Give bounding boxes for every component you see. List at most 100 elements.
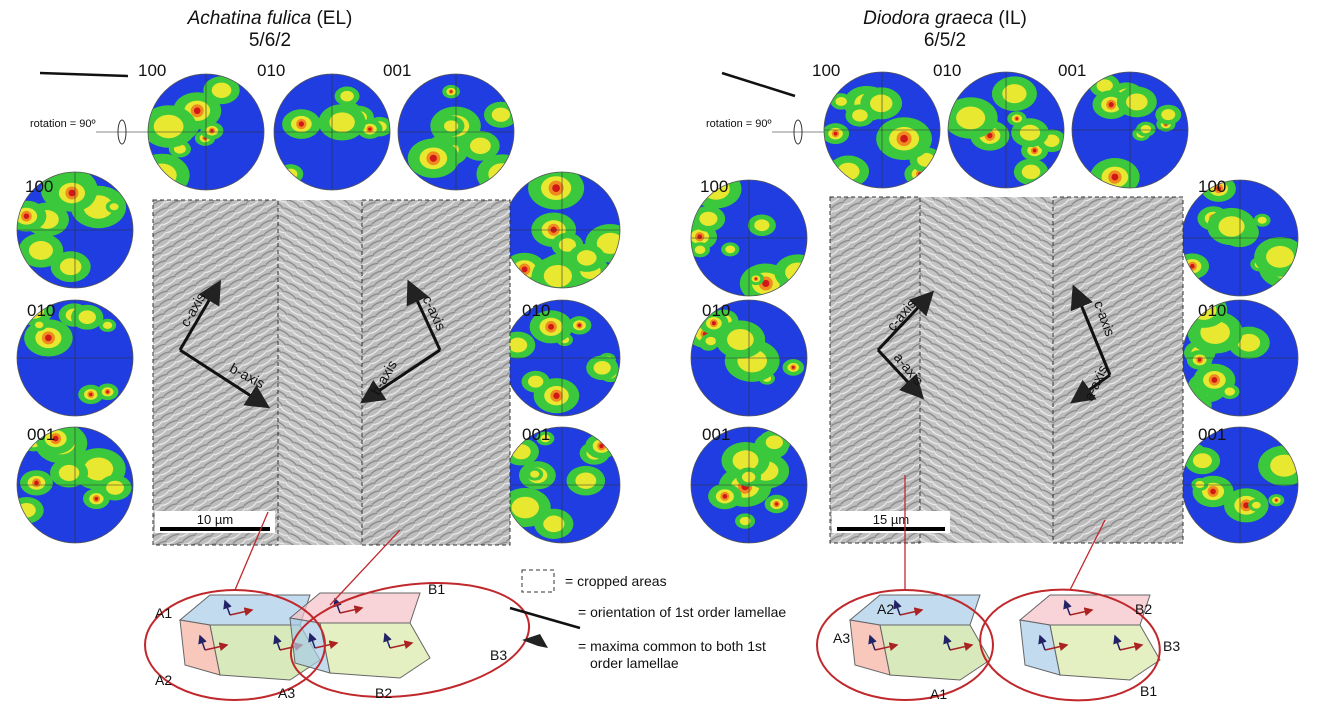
blob (754, 219, 770, 232)
blob (148, 153, 190, 190)
blob (711, 321, 716, 326)
blob (1015, 117, 1019, 120)
pole-outline (16, 426, 134, 544)
blob (102, 321, 113, 329)
crystal-face (319, 622, 431, 679)
blob (725, 245, 736, 254)
crystal-vec (308, 632, 317, 649)
axis-arrow (1070, 373, 1111, 404)
blob (89, 392, 93, 397)
blob (193, 107, 201, 115)
scale-label: 10 µm (197, 512, 233, 527)
blob (576, 250, 597, 266)
pole-figure (691, 427, 807, 543)
blob (543, 264, 573, 288)
crystal-face (848, 594, 981, 626)
blob (83, 457, 114, 481)
blob (548, 323, 555, 330)
blob (1275, 499, 1278, 502)
crystal-vec (223, 599, 232, 616)
crystal-vec (204, 642, 229, 652)
blob (1280, 430, 1298, 444)
blob (727, 329, 754, 350)
blob (553, 392, 560, 399)
blob (1190, 263, 1195, 269)
crystal-label: A1 (930, 686, 947, 702)
cropped-area (152, 199, 279, 546)
blob (697, 234, 703, 240)
pole-figure (691, 300, 807, 416)
panel-title: Achatina fulica (EL) (187, 8, 353, 29)
blob (1140, 125, 1152, 134)
blob (283, 168, 298, 180)
pole-label: 001 (383, 61, 411, 80)
lamella-orientation (39, 71, 129, 78)
rotation-label: rotation = 90º (30, 118, 95, 130)
blob (869, 94, 893, 113)
blob (785, 262, 807, 283)
blob (298, 121, 305, 127)
crystal-vec (1069, 607, 1094, 617)
blob (552, 184, 560, 193)
blob (1257, 216, 1267, 224)
link-line (1069, 519, 1106, 591)
crystal-face (879, 624, 991, 681)
blob (329, 112, 355, 133)
blob (491, 107, 510, 122)
blob (1197, 358, 1202, 362)
blob (68, 189, 76, 197)
sem-image-middle (920, 197, 1053, 543)
pole-figure (148, 74, 264, 190)
pole-outline (397, 73, 515, 191)
blob (530, 470, 540, 478)
crystal-vec (893, 599, 902, 616)
crystal-vec (949, 642, 974, 652)
blob (835, 96, 847, 106)
blob (17, 502, 36, 518)
blob (443, 120, 459, 132)
blob (762, 279, 770, 288)
pole-outline (690, 299, 808, 417)
blob (900, 134, 908, 143)
blob (1270, 454, 1298, 477)
cropped-area (1052, 196, 1184, 544)
blob (109, 203, 119, 211)
blob (1019, 124, 1041, 141)
blob (508, 337, 528, 353)
blob (1251, 501, 1261, 509)
blob (368, 127, 372, 131)
crystal-vec (868, 634, 877, 651)
blob (469, 137, 491, 155)
blob (78, 310, 96, 325)
blob (148, 163, 177, 188)
blob (1224, 387, 1236, 396)
pole-figure (1072, 72, 1188, 188)
legend-text: = maxima common to both 1st (578, 638, 766, 654)
axis-arrow (360, 348, 441, 404)
axis-arrow (406, 279, 442, 351)
blob (705, 336, 717, 346)
blob (593, 361, 611, 375)
pole-figure (504, 427, 620, 543)
blob (1195, 480, 1205, 489)
rotation-label: rotation = 90º (706, 118, 771, 130)
pole-figure (948, 72, 1064, 188)
crystal-vec (1063, 599, 1072, 616)
legend-text: order lamellae (590, 655, 679, 671)
blob (739, 516, 751, 526)
blob (1002, 84, 1027, 104)
pole-figure (1182, 180, 1298, 296)
crystal-vec (383, 632, 392, 649)
pole-figure (274, 74, 390, 190)
crystal-vec (943, 634, 952, 651)
lamella-orientation (721, 71, 796, 98)
blob (511, 496, 539, 519)
species: Achatina fulica (187, 8, 312, 29)
pole-outline (16, 299, 134, 417)
pole-outline (690, 179, 808, 297)
pole-label: 010 (257, 61, 285, 80)
legend-text: = cropped areas (565, 573, 667, 589)
blob (599, 443, 604, 449)
blob (1021, 164, 1041, 180)
blob (528, 375, 544, 388)
